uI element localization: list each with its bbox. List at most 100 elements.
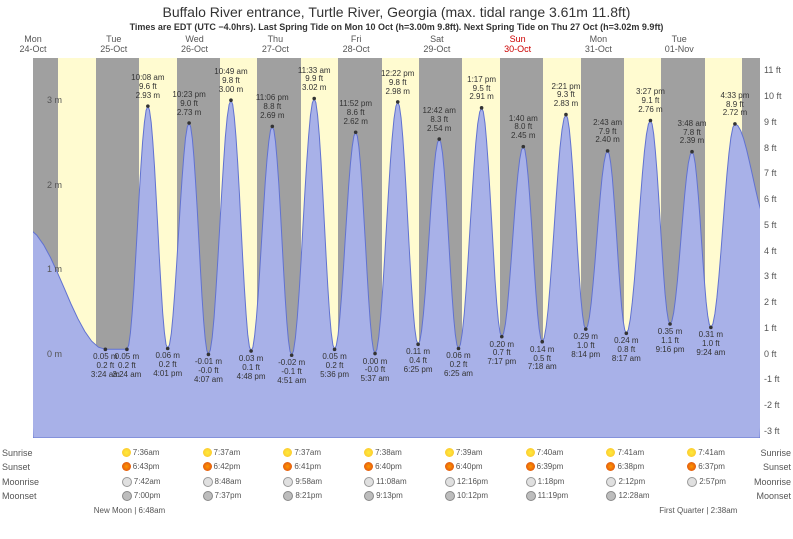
sunset-time: 6:43pm (122, 462, 182, 471)
low-tide-label: 0.29 m1.0 ft8:14 pm (565, 333, 607, 359)
moon-phase-label: New Moon | 6:48am (94, 506, 165, 515)
moonset-time: 12:28am (606, 491, 666, 501)
moonset-icon (606, 491, 616, 501)
moonrise-label-right: Moonrise (754, 477, 791, 487)
low-tide-label: 0.31 m1.0 ft9:24 am (690, 331, 732, 357)
date-label: Wed26-Oct (170, 34, 220, 54)
moonset-icon (283, 491, 293, 501)
low-tide-label: 0.05 m0.2 ft3:24 am (106, 353, 148, 379)
sunset-icon (364, 462, 373, 471)
high-tide-label: 2:43 am7.9 ft2.40 m (587, 119, 629, 145)
low-tide-label: 0.35 m1.1 ft9:16 pm (649, 328, 691, 354)
moonset-icon (122, 491, 132, 501)
moonrise-icon (122, 477, 132, 487)
moonset-time: 8:21pm (283, 491, 343, 501)
sunset-label-right: Sunset (763, 462, 791, 472)
sunset-icon (606, 462, 615, 471)
sunrise-icon (526, 448, 535, 457)
y-tick-right: -1 ft (764, 374, 793, 384)
moonset-label-right: Moonset (756, 491, 791, 501)
moon-phase-label: First Quarter | 2:38am (659, 506, 737, 515)
y-tick-right: 10 ft (764, 91, 793, 101)
moonrise-time: 12:16pm (445, 477, 505, 487)
moonset-icon (445, 491, 455, 501)
sunset-time: 6:37pm (687, 462, 747, 471)
sunrise-icon (687, 448, 696, 457)
sunrise-time: 7:37am (283, 448, 343, 457)
moonset-time: 7:37pm (203, 491, 263, 501)
y-tick-right: 3 ft (764, 271, 793, 281)
date-label: Mon24-Oct (8, 34, 58, 54)
y-tick-right: 8 ft (764, 143, 793, 153)
moonset-time: 10:12pm (445, 491, 505, 501)
y-tick-left: 3 m (32, 95, 62, 105)
date-label: Fri28-Oct (331, 34, 381, 54)
moonrise-label-left: Moonrise (2, 477, 39, 487)
y-tick-left: 1 m (32, 264, 62, 274)
sunrise-time: 7:36am (122, 448, 182, 457)
sunset-time: 6:39pm (526, 462, 586, 471)
sunset-time: 6:40pm (445, 462, 505, 471)
moonset-time: 9:13pm (364, 491, 424, 501)
y-tick-left: 0 m (32, 349, 62, 359)
sunset-icon (445, 462, 454, 471)
sunrise-time: 7:41am (606, 448, 666, 457)
date-label: Sat29-Oct (412, 34, 462, 54)
y-tick-left: 2 m (32, 180, 62, 190)
high-tide-label: 11:52 pm8.6 ft2.62 m (335, 100, 377, 126)
moonrise-icon (283, 477, 293, 487)
low-tide-label: 0.24 m0.8 ft8:17 am (605, 337, 647, 363)
sunset-icon (526, 462, 535, 471)
plot-area (33, 58, 760, 438)
sunrise-time: 7:39am (445, 448, 505, 457)
y-tick-right: 0 ft (764, 349, 793, 359)
moonrise-icon (445, 477, 455, 487)
low-tide-label: 0.05 m0.2 ft5:36 pm (314, 353, 356, 379)
y-tick-right: 4 ft (764, 246, 793, 256)
high-tide-label: 12:42 am8.3 ft2.54 m (418, 107, 460, 133)
sunset-label-left: Sunset (2, 462, 30, 472)
y-tick-right: 5 ft (764, 220, 793, 230)
moonrise-time: 7:42am (122, 477, 182, 487)
low-tide-label: 0.03 m0.1 ft4:48 pm (230, 355, 272, 381)
moonrise-icon (606, 477, 616, 487)
sunrise-time: 7:38am (364, 448, 424, 457)
moonrise-time: 8:48am (203, 477, 263, 487)
moonrise-icon (526, 477, 536, 487)
moonrise-time: 2:57pm (687, 477, 747, 487)
moonrise-time: 2:12pm (606, 477, 666, 487)
sunrise-label-right: Sunrise (760, 448, 791, 458)
high-tide-label: 10:49 am9.8 ft3.00 m (210, 68, 252, 94)
high-tide-label: 11:33 am9.9 ft3.02 m (293, 67, 335, 93)
y-tick-right: -3 ft (764, 426, 793, 436)
high-tide-label: 3:27 pm9.1 ft2.76 m (629, 88, 671, 114)
sunrise-icon (445, 448, 454, 457)
high-tide-label: 1:40 am8.0 ft2.45 m (502, 115, 544, 141)
low-tide-label: 0.06 m0.2 ft6:25 am (437, 352, 479, 378)
sunrise-time: 7:37am (203, 448, 263, 457)
low-tide-label: 0.06 m0.2 ft4:01 pm (147, 352, 189, 378)
sunset-time: 6:40pm (364, 462, 424, 471)
date-label: Tue01-Nov (654, 34, 704, 54)
low-tide-label: -0.01 m-0.0 ft4:07 am (187, 358, 229, 384)
y-tick-right: 9 ft (764, 117, 793, 127)
date-label: Sun30-Oct (493, 34, 543, 54)
moonrise-time: 9:58am (283, 477, 343, 487)
high-tide-label: 4:33 pm8.9 ft2.72 m (714, 92, 756, 118)
low-tide-label: -0.02 m-0.1 ft4:51 am (271, 359, 313, 385)
high-tide-label: 1:17 pm9.5 ft2.91 m (461, 76, 503, 102)
low-tide-label: 0.11 m0.4 ft6:25 pm (397, 348, 439, 374)
moonset-time: 11:19pm (526, 491, 586, 501)
sunset-icon (203, 462, 212, 471)
moonset-label-left: Moonset (2, 491, 37, 501)
sunset-time: 6:38pm (606, 462, 666, 471)
high-tide-label: 11:06 pm8.8 ft2.69 m (251, 94, 293, 120)
y-tick-right: 11 ft (764, 65, 793, 75)
moonset-time: 7:00pm (122, 491, 182, 501)
moonset-icon (526, 491, 536, 501)
high-tide-label: 3:48 am7.8 ft2.39 m (671, 120, 713, 146)
moonrise-time: 11:08am (364, 477, 424, 487)
sunrise-label-left: Sunrise (2, 448, 33, 458)
sunset-icon (122, 462, 131, 471)
sunrise-icon (606, 448, 615, 457)
